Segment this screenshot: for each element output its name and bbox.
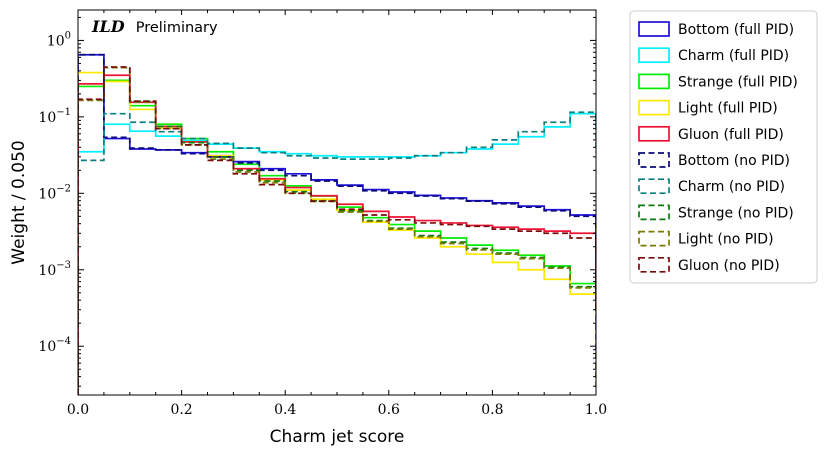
series-line-bottom-full-pid [78, 53, 596, 395]
series-line-light-no-pid [78, 66, 596, 395]
legend-label-charm-no-pid: Charm (no PID) [678, 179, 785, 195]
legend-label-strange-no-pid: Strange (no PID) [678, 205, 794, 221]
legend-label-gluon-full-pid: Gluon (full PID) [678, 127, 784, 143]
x-tick-label: 0.6 [378, 402, 400, 418]
legend-swatch-charm-no-pid [638, 178, 670, 195]
legend-label-strange-full-pid: Strange (full PID) [678, 74, 798, 90]
plot-area [78, 53, 596, 395]
series-line-charm-no-pid [78, 111, 596, 395]
legend-swatch-bottom-full-pid [638, 21, 670, 37]
series-line-charm-full-pid [78, 112, 596, 395]
legend-swatch-strange-full-pid [638, 73, 670, 90]
legend-swatch-gluon-full-pid [638, 125, 670, 142]
x-tick-label: 0.0 [67, 402, 89, 418]
legend-label-light-full-pid: Light (full PID) [678, 101, 778, 117]
legend-swatch-charm-full-pid [638, 47, 670, 64]
series-line-bottom-no-pid [78, 53, 596, 395]
legend-swatch-light-full-pid [638, 99, 670, 116]
annotation-bold: ILD [91, 17, 125, 36]
legend-label-light-no-pid: Light (no PID) [678, 232, 774, 248]
legend-label-charm-full-pid: Charm (full PID) [678, 48, 789, 64]
ild-preliminary-annotation: ILD Preliminary [91, 17, 218, 36]
axes: 0.0 0.2 0.4 0.6 0.8 1.0 10−4 10−3 10−2 10−1 100 [38, 9, 607, 418]
legend-frame [629, 10, 818, 284]
legend-label-gluon-no-pid: Gluon (no PID) [678, 258, 780, 274]
series-line-strange-full-pid [78, 79, 596, 395]
x-tick-label: 0.8 [481, 402, 503, 418]
annotation-text: Preliminary [136, 20, 218, 36]
legend-swatch-strange-no-pid [638, 204, 670, 221]
series-group [78, 53, 596, 395]
y-tick-label: 10−3 [38, 260, 71, 279]
y-tick-label: 10−1 [38, 107, 71, 126]
series-line-light-full-pid [78, 71, 596, 395]
x-tick-label: 0.2 [170, 402, 192, 418]
series-line-gluon-no-pid [78, 66, 596, 395]
legend-swatch-light-no-pid [638, 230, 670, 247]
legend-swatch-gluon-no-pid [638, 256, 670, 273]
y-tick-label: 100 [47, 30, 71, 49]
series-line-gluon-full-pid [78, 74, 596, 395]
legend-label-bottom-no-pid: Bottom (no PID) [678, 153, 790, 169]
x-tick-label: 0.4 [274, 402, 296, 418]
legend-swatch-bottom-no-pid [638, 152, 670, 168]
legend-label-bottom-full-pid: Bottom (full PID) [678, 22, 794, 38]
y-axis-title: Weight / 0.050 [9, 140, 29, 264]
legend: Bottom (full PID) Charm (full PID) Strange… [629, 10, 818, 284]
x-axis-title: Charm jet score [270, 427, 405, 447]
y-tick-label: 10−4 [38, 336, 71, 355]
x-tick-label: 1.0 [585, 402, 607, 418]
series-line-strange-no-pid [78, 66, 596, 395]
y-tick-label: 10−2 [38, 183, 71, 202]
